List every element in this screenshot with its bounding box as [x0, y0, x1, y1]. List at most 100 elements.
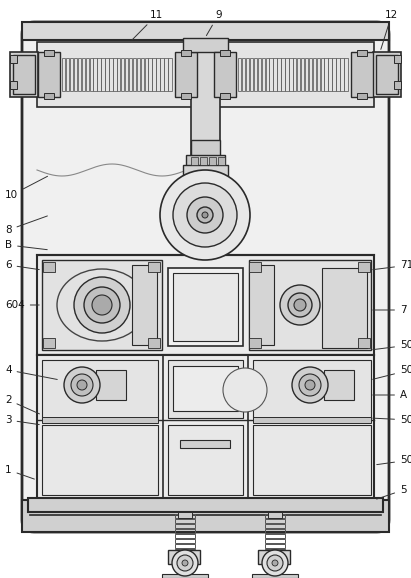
Bar [175, 534, 195, 538]
Bar [37, 355, 374, 500]
Bar [351, 52, 373, 97]
Bar [168, 58, 171, 91]
Bar [178, 512, 192, 518]
Bar [181, 50, 191, 56]
Bar [265, 534, 285, 538]
Bar [289, 58, 293, 91]
Bar [162, 574, 208, 578]
Bar [156, 58, 160, 91]
Bar [305, 58, 308, 91]
Circle shape [74, 277, 130, 333]
Circle shape [71, 374, 93, 396]
Bar [340, 58, 344, 91]
Circle shape [77, 380, 87, 390]
Bar [168, 268, 243, 346]
Bar [332, 58, 336, 91]
Bar [22, 500, 389, 532]
Circle shape [262, 550, 288, 576]
Bar [42, 360, 158, 418]
Bar [322, 268, 367, 348]
Bar [191, 140, 220, 158]
Bar [93, 58, 97, 91]
Bar [209, 157, 216, 165]
Bar [175, 529, 195, 532]
Bar [316, 58, 320, 91]
Bar [220, 50, 230, 56]
Bar [242, 58, 245, 91]
Bar [357, 93, 367, 99]
Bar [297, 58, 300, 91]
Bar [136, 58, 140, 91]
Circle shape [160, 170, 250, 260]
Bar [175, 549, 195, 553]
Bar [10, 52, 38, 97]
Bar [266, 58, 269, 91]
Bar [37, 255, 374, 355]
Bar [249, 262, 261, 272]
Bar [42, 260, 162, 350]
Bar [43, 262, 55, 272]
Bar [265, 539, 285, 543]
Bar [125, 58, 128, 91]
Bar [249, 338, 261, 348]
Bar [183, 165, 228, 190]
Bar [394, 55, 401, 63]
Text: A: A [373, 390, 407, 400]
Bar [254, 58, 257, 91]
Bar [105, 58, 109, 91]
Bar [173, 366, 238, 411]
Bar [261, 58, 265, 91]
Bar [164, 58, 168, 91]
Text: 7: 7 [373, 305, 406, 315]
Bar [175, 539, 195, 543]
Bar [160, 58, 164, 91]
Circle shape [173, 183, 237, 247]
Bar [22, 22, 389, 40]
Text: 1: 1 [5, 465, 35, 479]
Circle shape [267, 555, 283, 571]
Bar [173, 273, 238, 341]
Circle shape [172, 550, 198, 576]
Bar [175, 519, 195, 523]
Circle shape [305, 380, 315, 390]
Bar [70, 58, 73, 91]
Bar [258, 550, 290, 564]
Bar [148, 338, 160, 348]
Bar [265, 524, 285, 528]
Bar [253, 417, 371, 423]
Bar [121, 58, 125, 91]
Bar [220, 93, 230, 99]
Bar [175, 52, 197, 97]
Circle shape [294, 299, 306, 311]
Text: 3: 3 [5, 415, 39, 425]
Bar [265, 514, 285, 517]
Bar [168, 550, 200, 564]
Bar [258, 58, 261, 91]
Circle shape [177, 555, 193, 571]
Bar [268, 512, 282, 518]
Circle shape [187, 197, 223, 233]
Bar [394, 81, 401, 89]
Circle shape [223, 368, 267, 412]
Bar [10, 55, 17, 63]
Bar [218, 157, 225, 165]
Bar [148, 58, 152, 91]
Bar [181, 93, 191, 99]
Circle shape [182, 560, 188, 566]
Bar [113, 58, 116, 91]
Text: 4: 4 [5, 365, 57, 380]
Circle shape [92, 295, 112, 315]
Bar [78, 58, 81, 91]
Bar [62, 58, 65, 91]
FancyBboxPatch shape [22, 22, 389, 532]
Bar [141, 58, 144, 91]
Text: 9: 9 [206, 10, 222, 36]
Text: 503: 503 [373, 365, 411, 379]
Text: 604: 604 [5, 300, 39, 310]
Bar [43, 338, 55, 348]
Bar [321, 58, 324, 91]
Bar [13, 55, 35, 94]
Bar [344, 58, 347, 91]
Bar [281, 58, 285, 91]
Bar [373, 52, 401, 97]
